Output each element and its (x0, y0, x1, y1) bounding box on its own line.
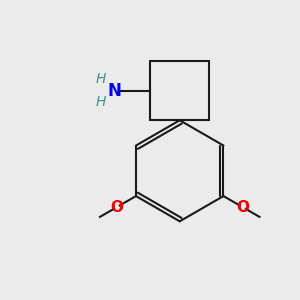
Text: H: H (96, 72, 106, 86)
Text: H: H (96, 95, 106, 109)
Text: O: O (110, 200, 123, 215)
Text: N: N (107, 82, 121, 100)
Text: O: O (236, 200, 249, 215)
